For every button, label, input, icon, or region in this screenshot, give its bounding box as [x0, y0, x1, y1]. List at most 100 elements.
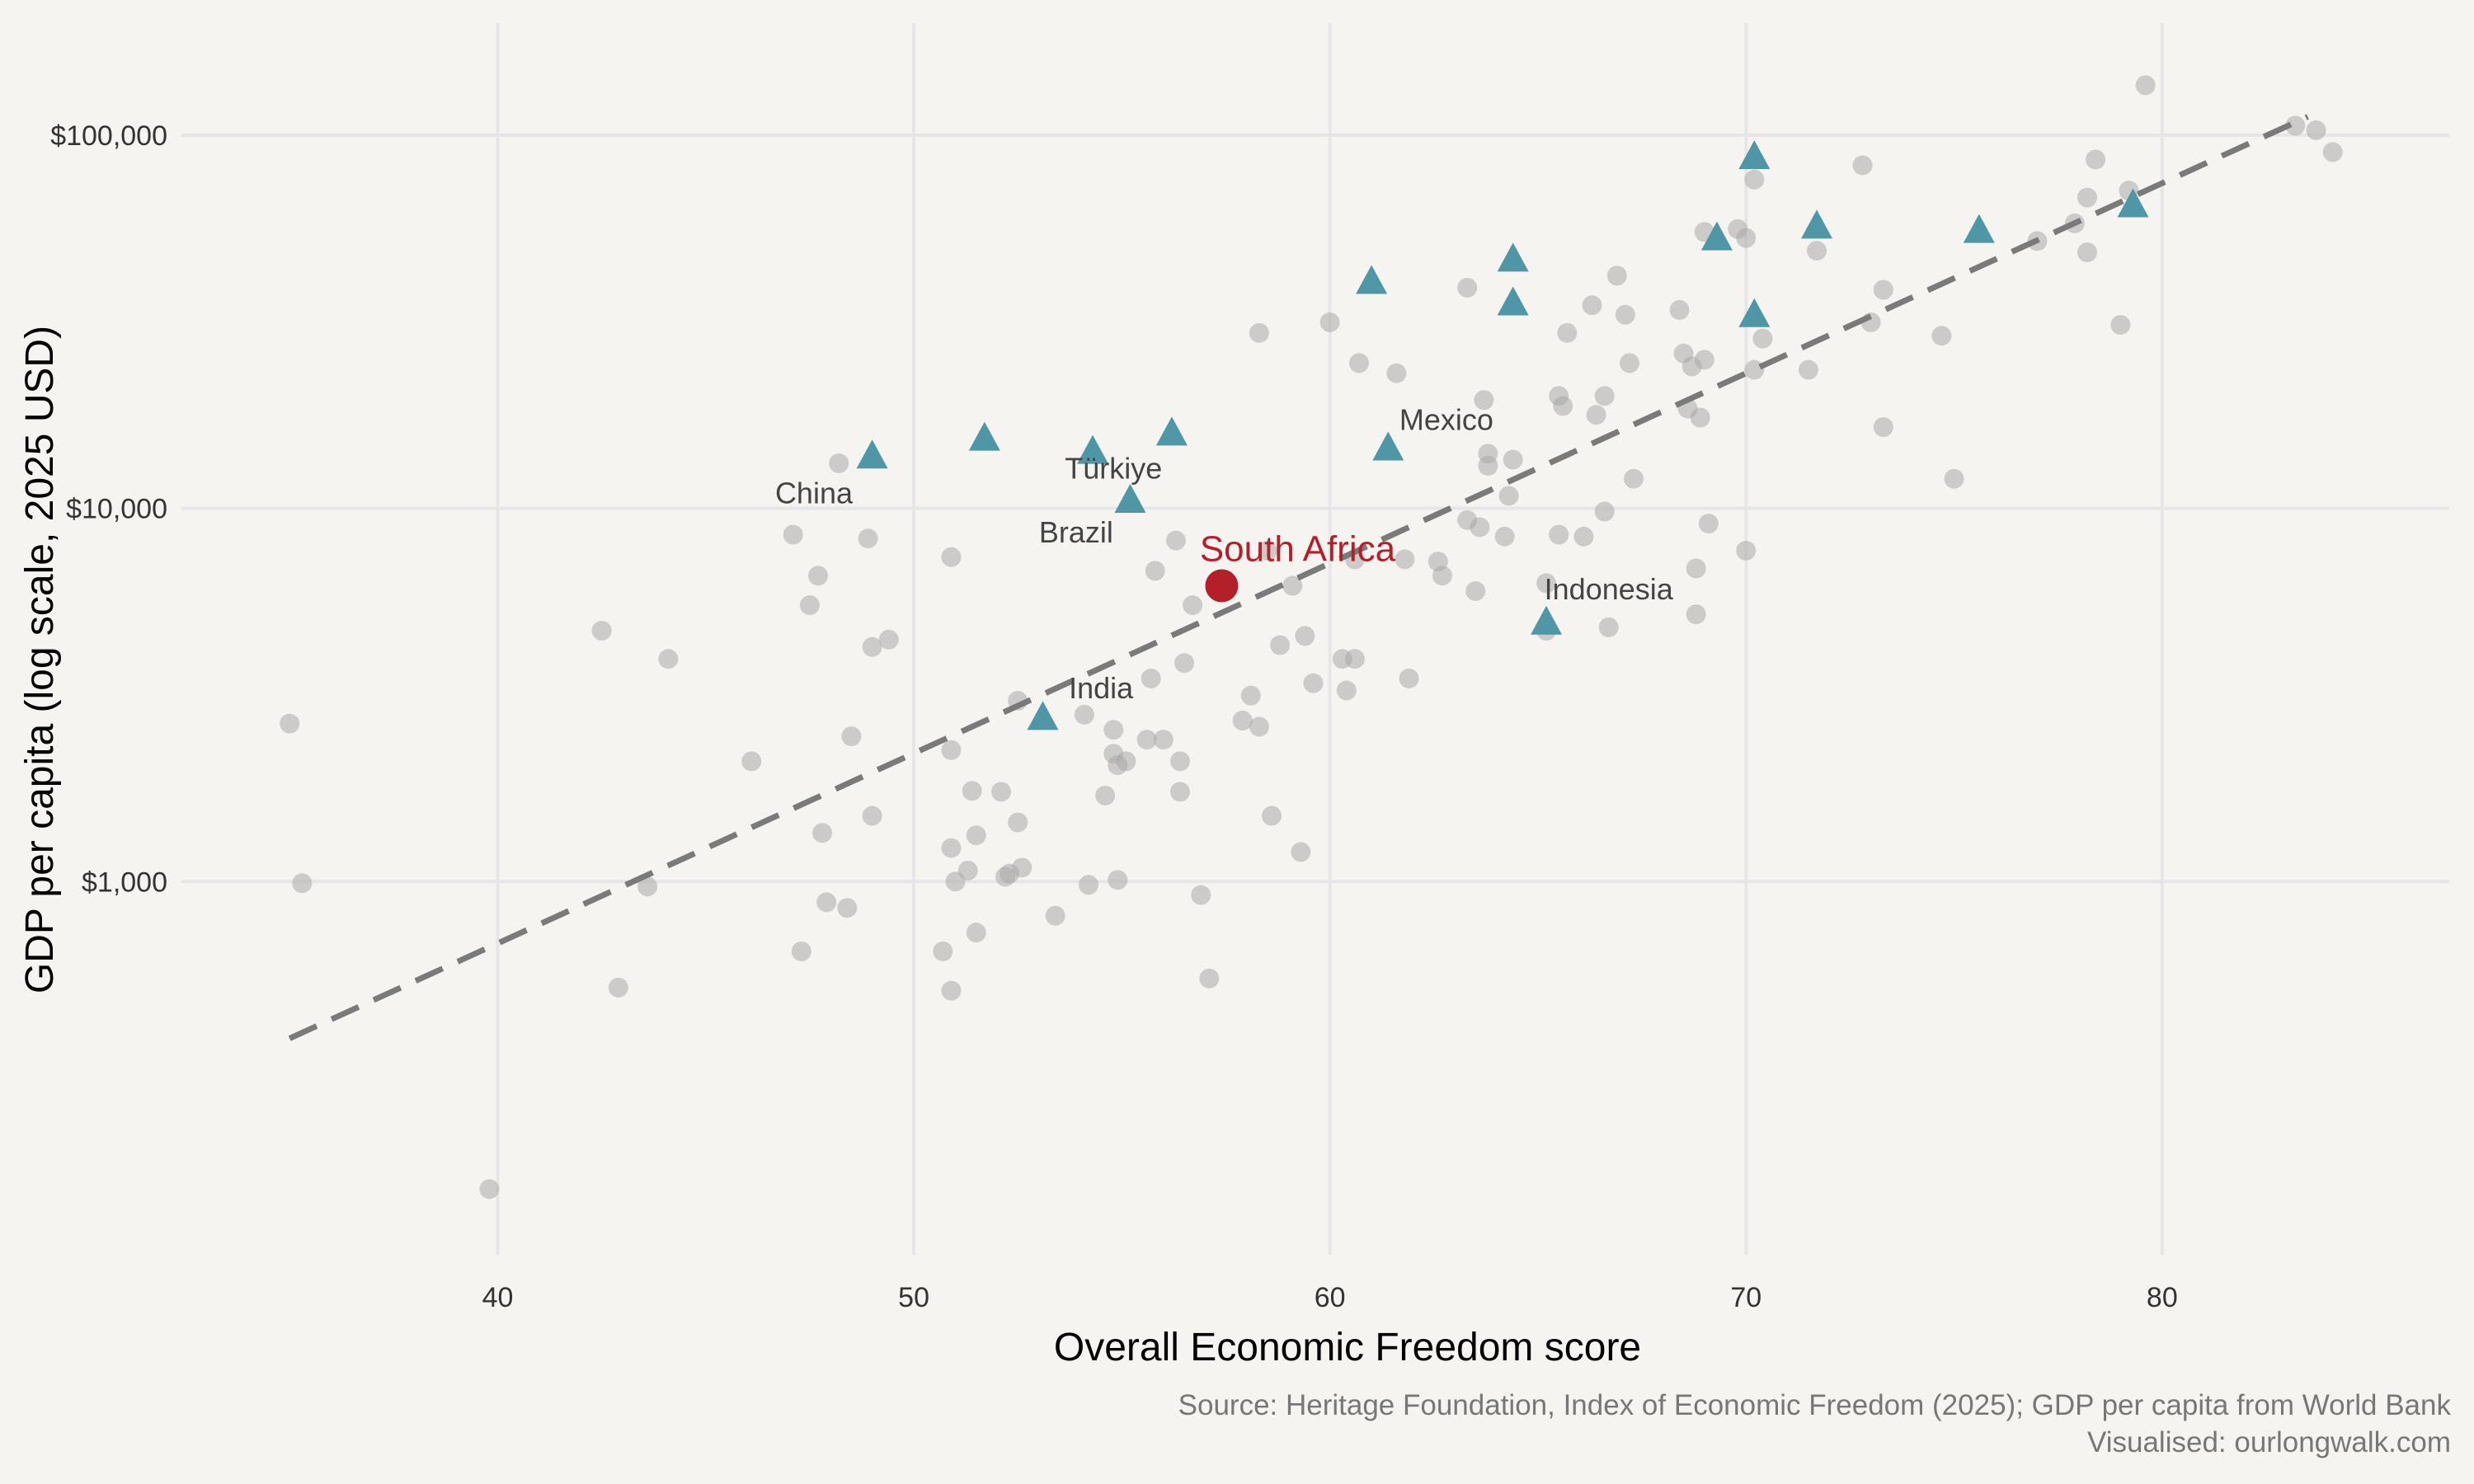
country-point: [1199, 968, 1220, 989]
country-point: [1698, 514, 1719, 534]
brics-point: [1077, 434, 1109, 464]
country-point: [1270, 635, 1291, 655]
country-point: [941, 980, 962, 1001]
country-point: [783, 524, 803, 545]
country-point: [1319, 312, 1340, 332]
visualised-caption: Visualised: ourlongwalk.com: [2087, 1426, 2451, 1458]
country-point: [1686, 604, 1706, 625]
country-point: [1074, 704, 1094, 725]
country-point: [812, 823, 833, 843]
country-point: [658, 649, 679, 669]
country-point: [2086, 149, 2106, 170]
country-point: [1174, 653, 1195, 674]
country-point: [1752, 328, 1773, 349]
country-point: [1344, 649, 1365, 669]
country-point: [1303, 673, 1324, 693]
x-axis-ticks: 40 50 60 70 80: [482, 1282, 2178, 1313]
south-africa-highlight: South Africa: [1200, 529, 1396, 603]
country-point: [1598, 617, 1619, 637]
country-point: [1282, 575, 1303, 596]
country-point: [1549, 524, 1569, 545]
country-point: [2110, 315, 2131, 336]
country-point: [1606, 265, 1627, 286]
country-label: Indonesia: [1545, 572, 1674, 606]
x-tick-label: 60: [1315, 1282, 1346, 1313]
country-point: [1095, 785, 1116, 805]
country-point: [829, 453, 849, 473]
brics-point: [2117, 188, 2149, 218]
country-labels: China Türkiye Brazil Mexico Indonesia India: [775, 403, 1674, 705]
country-point: [1931, 326, 1952, 346]
country-label: Brazil: [1039, 515, 1113, 549]
country-point: [1474, 390, 1494, 411]
country-label: Türkiye: [1065, 452, 1162, 486]
country-point: [799, 595, 820, 616]
country-point: [1136, 730, 1157, 750]
country-point: [966, 923, 986, 943]
country-point: [1249, 716, 1269, 737]
brics-point: [1497, 242, 1529, 272]
country-point: [933, 941, 953, 961]
brics-country-points: [856, 140, 2149, 730]
country-point: [479, 1179, 500, 1200]
brics-point: [1738, 298, 1771, 327]
country-point: [1494, 526, 1515, 547]
country-point: [2077, 187, 2098, 208]
country-point: [1669, 299, 1690, 320]
brics-point: [1531, 605, 1563, 635]
other-country-points: [280, 75, 2343, 1200]
country-point: [1191, 885, 1211, 905]
country-point: [1744, 359, 1765, 380]
country-point: [1470, 517, 1490, 538]
country-point: [1615, 304, 1635, 325]
country-point: [858, 528, 878, 549]
country-point: [1798, 359, 1818, 380]
country-point: [2135, 75, 2156, 96]
country-point: [808, 566, 829, 586]
country-point: [1262, 805, 1282, 826]
brics-point: [1738, 140, 1771, 170]
country-point: [637, 876, 658, 897]
country-point: [1183, 595, 1203, 616]
y-tick-label: $10,000: [66, 494, 167, 525]
country-point: [1141, 668, 1161, 688]
country-point: [1594, 386, 1615, 406]
country-point: [1386, 363, 1407, 383]
country-point: [1736, 228, 1757, 248]
trendline: [288, 114, 2309, 1041]
country-point: [1478, 455, 1498, 476]
country-point: [1348, 353, 1369, 373]
country-point: [816, 892, 837, 913]
country-point: [791, 941, 811, 961]
y-tick-label: $1,000: [82, 866, 167, 898]
x-tick-label: 40: [482, 1282, 514, 1313]
country-point: [1399, 668, 1419, 688]
country-point: [862, 636, 882, 657]
country-point: [1257, 540, 1277, 561]
x-tick-label: 80: [2147, 1282, 2178, 1313]
country-point: [1619, 353, 1639, 373]
brics-point: [1356, 265, 1388, 294]
country-point: [991, 782, 1012, 802]
brics-point: [1114, 483, 1146, 513]
country-point: [1873, 417, 1893, 438]
country-point: [1240, 685, 1261, 706]
y-axis-ticks: $1,000 $10,000 $100,000: [50, 120, 167, 898]
country-point: [1503, 449, 1523, 470]
country-point: [1744, 169, 1765, 190]
country-point: [1536, 573, 1557, 594]
country-point: [1582, 295, 1602, 316]
country-point: [1079, 875, 1098, 895]
country-point: [957, 860, 978, 881]
country-point: [280, 713, 300, 734]
country-point: [1395, 549, 1415, 570]
country-point: [1108, 870, 1128, 890]
country-point: [962, 781, 982, 801]
country-point: [1686, 558, 1706, 579]
country-point: [1103, 720, 1124, 740]
x-axis-title: Overall Economic Freedom score: [1054, 1326, 1641, 1369]
country-point: [1336, 680, 1357, 701]
country-label: China: [775, 477, 854, 510]
country-point: [1624, 468, 1644, 489]
